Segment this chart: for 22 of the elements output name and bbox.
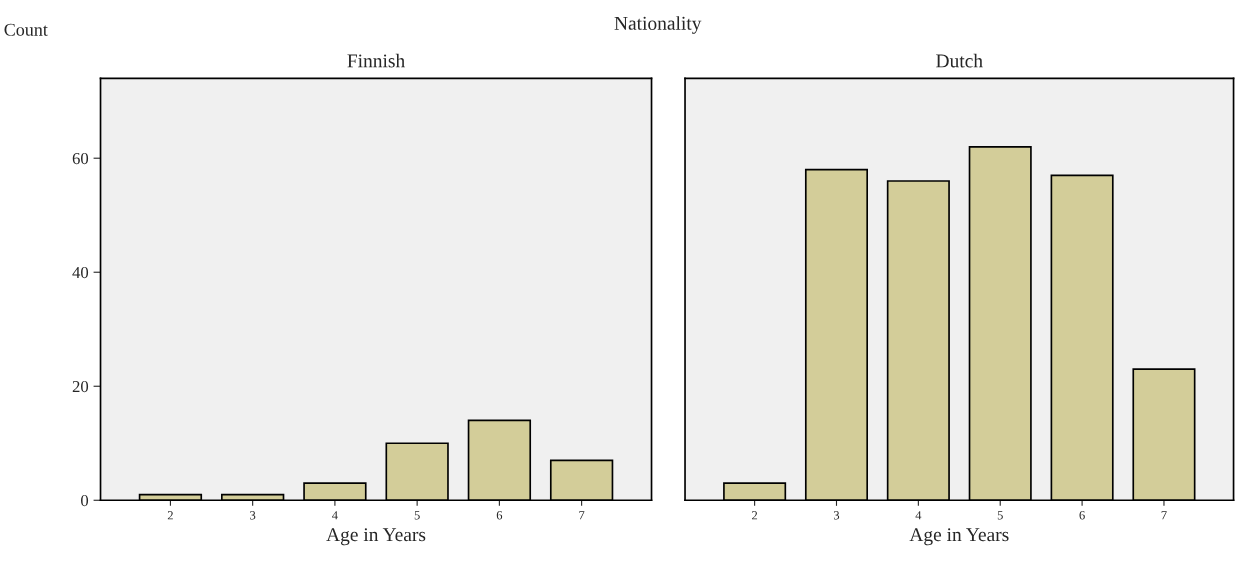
x-axis-title: Age in Years [326,528,426,546]
x-tick-label: 5 [997,511,1003,520]
x-tick-label: 2 [167,511,173,520]
x-tick-label: 4 [915,511,922,520]
x-axis-title: Age in Years [909,528,1009,546]
x-tick-label: 5 [414,511,420,520]
chart-title: Finnish [347,53,405,68]
x-tick-label: 7 [579,511,585,520]
text: Nationality [614,16,702,34]
x-tick-label: 7 [1161,511,1167,520]
x-tick-label: 3 [250,511,256,520]
y-tick-label: 0 [81,494,89,507]
x-tick-label: 3 [833,511,840,520]
x-tick-label: 6 [1079,511,1085,520]
x-tick-label: 4 [332,511,338,520]
y-axis-title: Count [4,23,48,36]
y-tick-label: 20 [72,380,89,393]
y-tick-label: 40 [72,266,89,279]
x-tick-label: 6 [496,511,503,520]
chart-title: Dutch [936,53,983,68]
y-tick-label: 60 [72,152,89,165]
x-tick-label: 2 [752,511,758,520]
